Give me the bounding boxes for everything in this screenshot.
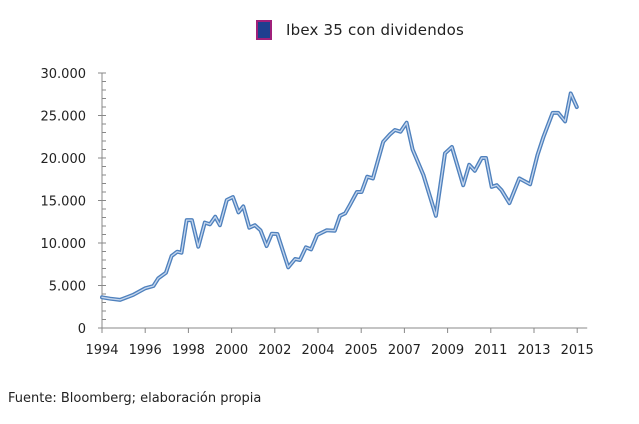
y-tick-label: 10.000 [41,237,87,252]
x-tick-label: 1994 [85,343,118,358]
y-tick-label: 20.000 [41,152,87,167]
x-tick-label: 1998 [172,343,205,358]
legend-label: Ibex 35 con dividendos [286,21,465,39]
x-tick-label: 2004 [301,343,334,358]
x-tick-label: 2005 [345,343,378,358]
x-tick-label: 2000 [215,343,248,358]
legend-swatch [256,20,272,40]
source-note: Fuente: Bloomberg; elaboración propia [8,391,262,406]
x-tick-label: 2015 [561,343,594,358]
x-tick-label: 2013 [517,343,550,358]
series-line-inner [101,92,578,301]
x-tick-label: 2002 [258,343,291,358]
y-tick-label: 0 [78,322,86,337]
y-tick-label: 15.000 [41,195,87,210]
x-tick-label: 2007 [388,343,421,358]
legend: Ibex 35 con dividendos [256,20,464,40]
y-tick-label: 30.000 [41,67,87,82]
y-tick-label: 25.000 [41,110,87,125]
x-tick-label: 2009 [431,343,464,358]
y-tick-label: 5.000 [49,280,86,295]
x-tick-label: 2011 [474,343,507,358]
x-tick-label: 1996 [129,343,162,358]
